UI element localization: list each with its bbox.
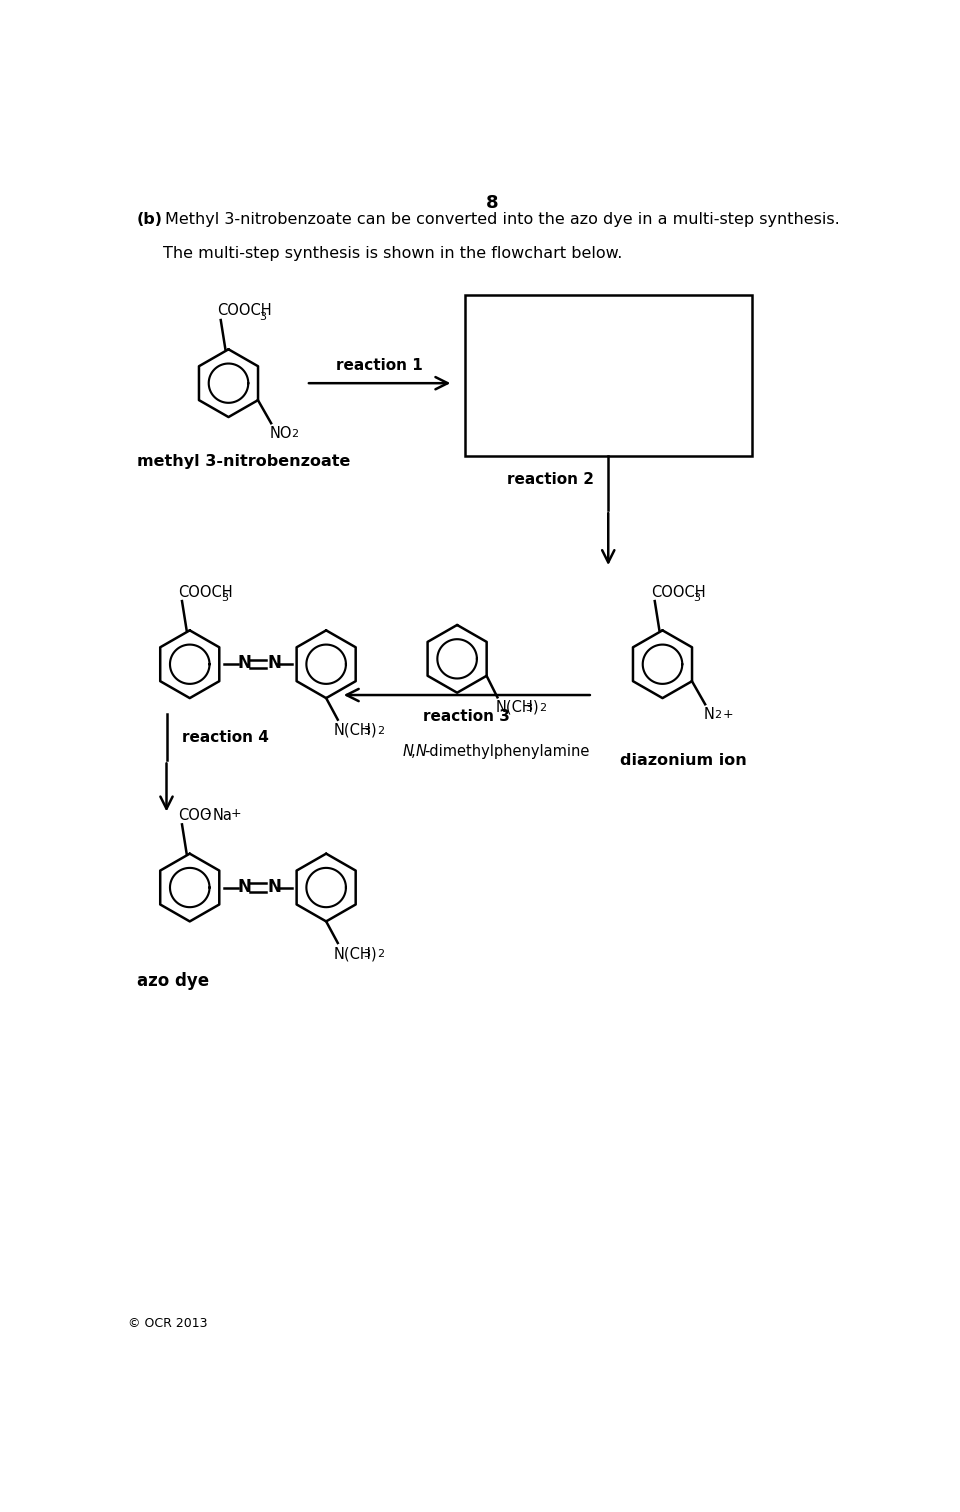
Text: 3: 3 — [363, 950, 371, 959]
Text: 2: 2 — [540, 703, 546, 712]
Text: N(CH: N(CH — [334, 723, 372, 738]
Text: +: + — [230, 807, 242, 820]
Text: 3: 3 — [363, 726, 371, 736]
Text: 3: 3 — [259, 311, 267, 322]
Text: -dimethylphenylamine: -dimethylphenylamine — [423, 744, 589, 759]
Text: ): ) — [372, 723, 376, 738]
Text: COOCH: COOCH — [651, 585, 706, 600]
Text: NO: NO — [270, 425, 292, 440]
Text: N: N — [403, 744, 414, 759]
Text: methyl 3-nitrobenzoate: methyl 3-nitrobenzoate — [137, 454, 350, 469]
Text: © OCR 2013: © OCR 2013 — [128, 1317, 207, 1331]
Text: COO: COO — [179, 807, 211, 823]
Text: 3: 3 — [221, 593, 228, 603]
Text: +: + — [723, 708, 733, 721]
Text: 3: 3 — [693, 593, 701, 603]
Text: N: N — [238, 878, 252, 895]
Text: 2: 2 — [377, 950, 384, 959]
Text: reaction 1: reaction 1 — [336, 358, 423, 373]
Text: N: N — [267, 655, 281, 673]
Text: N(CH: N(CH — [334, 947, 372, 962]
Text: N: N — [238, 655, 252, 673]
Text: –: – — [204, 807, 211, 820]
Text: ): ) — [533, 700, 539, 715]
Text: Methyl 3-nitrobenzoate can be converted into the azo dye in a multi-step synthes: Methyl 3-nitrobenzoate can be converted … — [165, 212, 840, 227]
Text: N: N — [704, 706, 714, 721]
Text: N(CH: N(CH — [496, 700, 534, 715]
Text: 3: 3 — [525, 703, 533, 712]
Text: The multi-step synthesis is shown in the flowchart below.: The multi-step synthesis is shown in the… — [162, 246, 622, 262]
Text: N: N — [267, 878, 281, 895]
Text: ): ) — [372, 947, 376, 962]
Text: ,: , — [411, 744, 416, 759]
Text: COOCH: COOCH — [217, 304, 272, 319]
Text: (b): (b) — [137, 212, 163, 227]
Bar — [465, 295, 752, 457]
Text: 8: 8 — [486, 194, 498, 212]
Text: diazonium ion: diazonium ion — [620, 753, 747, 768]
Text: 2: 2 — [291, 428, 299, 438]
Text: azo dye: azo dye — [137, 972, 209, 990]
Text: reaction 3: reaction 3 — [423, 709, 511, 724]
Text: 2: 2 — [714, 709, 722, 720]
Text: Na: Na — [212, 807, 232, 823]
Text: reaction 2: reaction 2 — [507, 472, 594, 487]
Text: 2: 2 — [377, 726, 384, 736]
Text: COOCH: COOCH — [179, 585, 232, 600]
Text: N: N — [416, 744, 426, 759]
Text: reaction 4: reaction 4 — [182, 730, 269, 745]
